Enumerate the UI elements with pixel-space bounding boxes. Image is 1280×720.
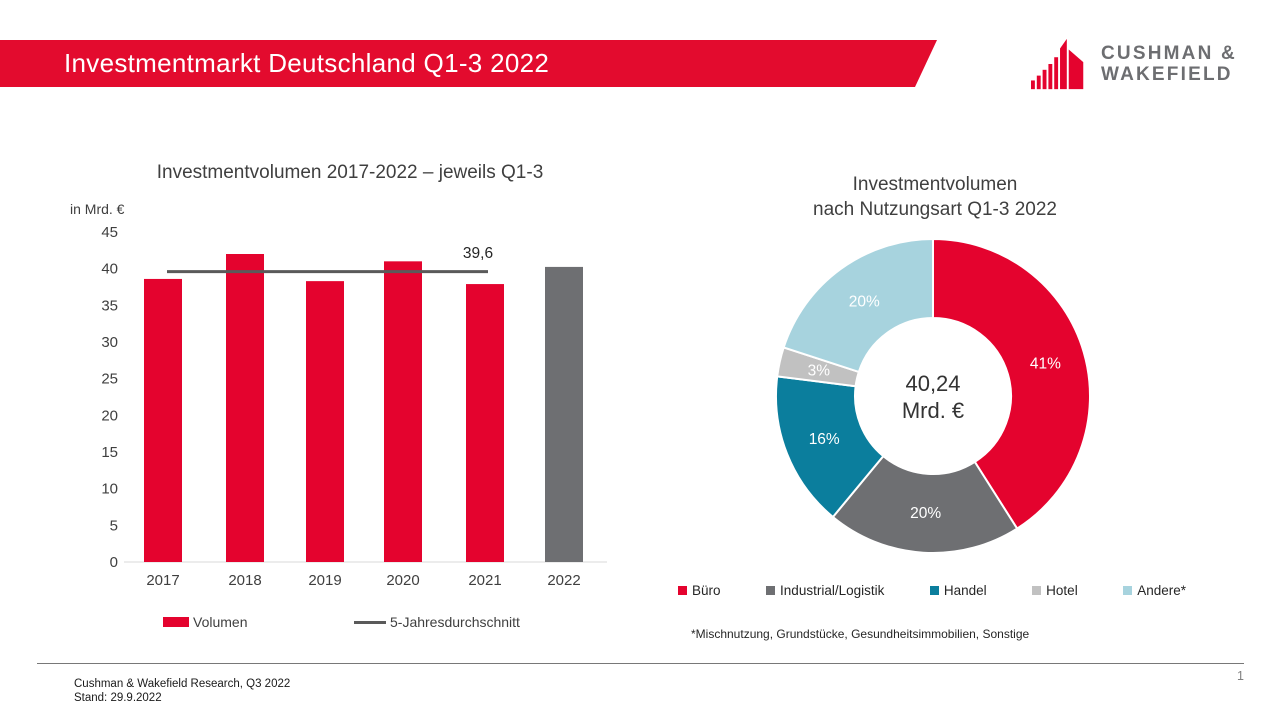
donut-chart: 41% 20% 16% 3% 20% 40,24 Mrd. € (775, 237, 1091, 554)
header-title: Investmentmarkt Deutschland Q1-3 2022 (64, 48, 550, 78)
donut-slice-industrial-logistik (831, 454, 1019, 554)
donut-slice-büro (932, 237, 1091, 530)
average-line-value-label: 39,6 (463, 245, 493, 262)
legend-label-5-jahresdurchschnitt: 5-Jahresdurchschnitt (390, 614, 520, 630)
legend-item-handel: Handel (929, 583, 987, 598)
bar-2019 (306, 281, 344, 562)
bar-2020 (384, 261, 422, 562)
donut-chart-title-line2: nach Nutzungsart Q1-3 2022 (813, 199, 1057, 220)
y-tick-label-15: 15 (101, 444, 118, 461)
donut-slice-handel (775, 375, 885, 519)
footer-source-line1: Cushman & Wakefield Research, Q3 2022 (74, 678, 291, 690)
footer-source: Cushman & Wakefield Research, Q3 2022 St… (74, 677, 290, 705)
donut-center-unit: Mrd. € (902, 398, 964, 423)
donut-footnote: *Mischnutzung, Grundstücke, Gesundheitsi… (691, 627, 1030, 641)
legend-item-andere: Andere* (1123, 583, 1186, 598)
bar-2022 (545, 266, 583, 562)
legend-swatch-andere (1123, 586, 1133, 595)
category-label-2019: 2019 (308, 572, 341, 589)
y-tick-label-0: 0 (110, 554, 118, 571)
logo-wordmark-line1: CUSHMAN & (1101, 43, 1237, 64)
donut-legend: Büro Industrial/Logistik Handel Hotel Andere… (678, 583, 1186, 598)
legend-swatch-büro (678, 586, 687, 595)
page-number: 1 (1237, 669, 1244, 683)
legend-label-andere: Andere* (1137, 583, 1186, 598)
category-label-2021: 2021 (468, 572, 501, 589)
legend-label-handel: Handel (943, 583, 987, 598)
bar-chart-unit-label: in Mrd. € (70, 201, 125, 217)
bar-2021 (466, 284, 504, 562)
category-label-2020: 2020 (386, 572, 419, 589)
donut-slice-andere (782, 237, 934, 374)
legend-label-volumen: Volumen (193, 614, 247, 630)
legend-label-industrial-logistik: Industrial/Logistik (780, 583, 885, 598)
legend-swatch-volumen (163, 617, 189, 627)
bar-chart-title: Investmentvolumen 2017-2022 – jeweils Q1… (156, 162, 544, 183)
slice-pct-label-industrial-logistik: 20% (910, 505, 941, 522)
donut-center-value: 40,24 (905, 371, 960, 396)
bar-2017 (144, 278, 182, 562)
bar-chart: 0 5 10 15 20 25 30 35 40 45 2017 2018 2019 2020 2021 20… (101, 224, 607, 630)
y-tick-label-45: 45 (101, 224, 118, 241)
y-tick-label-35: 35 (101, 297, 118, 314)
y-tick-label-30: 30 (101, 334, 118, 351)
legend-swatch-hotel (1032, 586, 1042, 595)
y-tick-label-10: 10 (101, 481, 118, 498)
legend-label-hotel: Hotel (1046, 583, 1078, 598)
slice-pct-label-büro: 41% (1030, 355, 1061, 372)
slice-pct-label-hotel: 3% (808, 362, 831, 379)
company-logo: CUSHMAN & WAKEFIELD (1031, 38, 1237, 90)
logo-skyline-icon (1031, 38, 1091, 90)
y-tick-label-20: 20 (101, 407, 118, 424)
bar-2018 (226, 254, 264, 562)
donut-chart-title-line1: Investmentvolumen (852, 174, 1018, 195)
legend-label-büro: Büro (692, 583, 721, 598)
category-label-2018: 2018 (228, 572, 261, 589)
footer-source-line2: Stand: 29.9.2022 (74, 692, 162, 704)
slice-pct-label-andere: 20% (849, 293, 880, 310)
legend-item-hotel: Hotel (1032, 583, 1078, 598)
donut-chart-title: Investmentvolumen nach Nutzungsart Q1-3 … (670, 172, 1200, 222)
y-tick-label-25: 25 (101, 371, 118, 388)
footer-divider (37, 663, 1244, 664)
donut-slices: 41% 20% 16% 3% 20% (775, 237, 1091, 554)
y-tick-label-40: 40 (101, 261, 118, 278)
legend-item-büro: Büro (678, 583, 721, 598)
y-tick-label-5: 5 (110, 517, 118, 534)
slice-pct-label-handel: 16% (809, 431, 840, 448)
logo-wordmark-line2: WAKEFIELD (1101, 64, 1233, 85)
category-label-2022: 2022 (547, 572, 580, 589)
category-label-2017: 2017 (146, 572, 179, 589)
header-banner: Investmentmarkt Deutschland Q1-3 2022 (0, 40, 937, 87)
legend-item-industrial-logistik: Industrial/Logistik (766, 583, 884, 598)
legend-swatch-handel (929, 586, 939, 595)
legend-swatch-industrial-logistik (766, 586, 776, 595)
